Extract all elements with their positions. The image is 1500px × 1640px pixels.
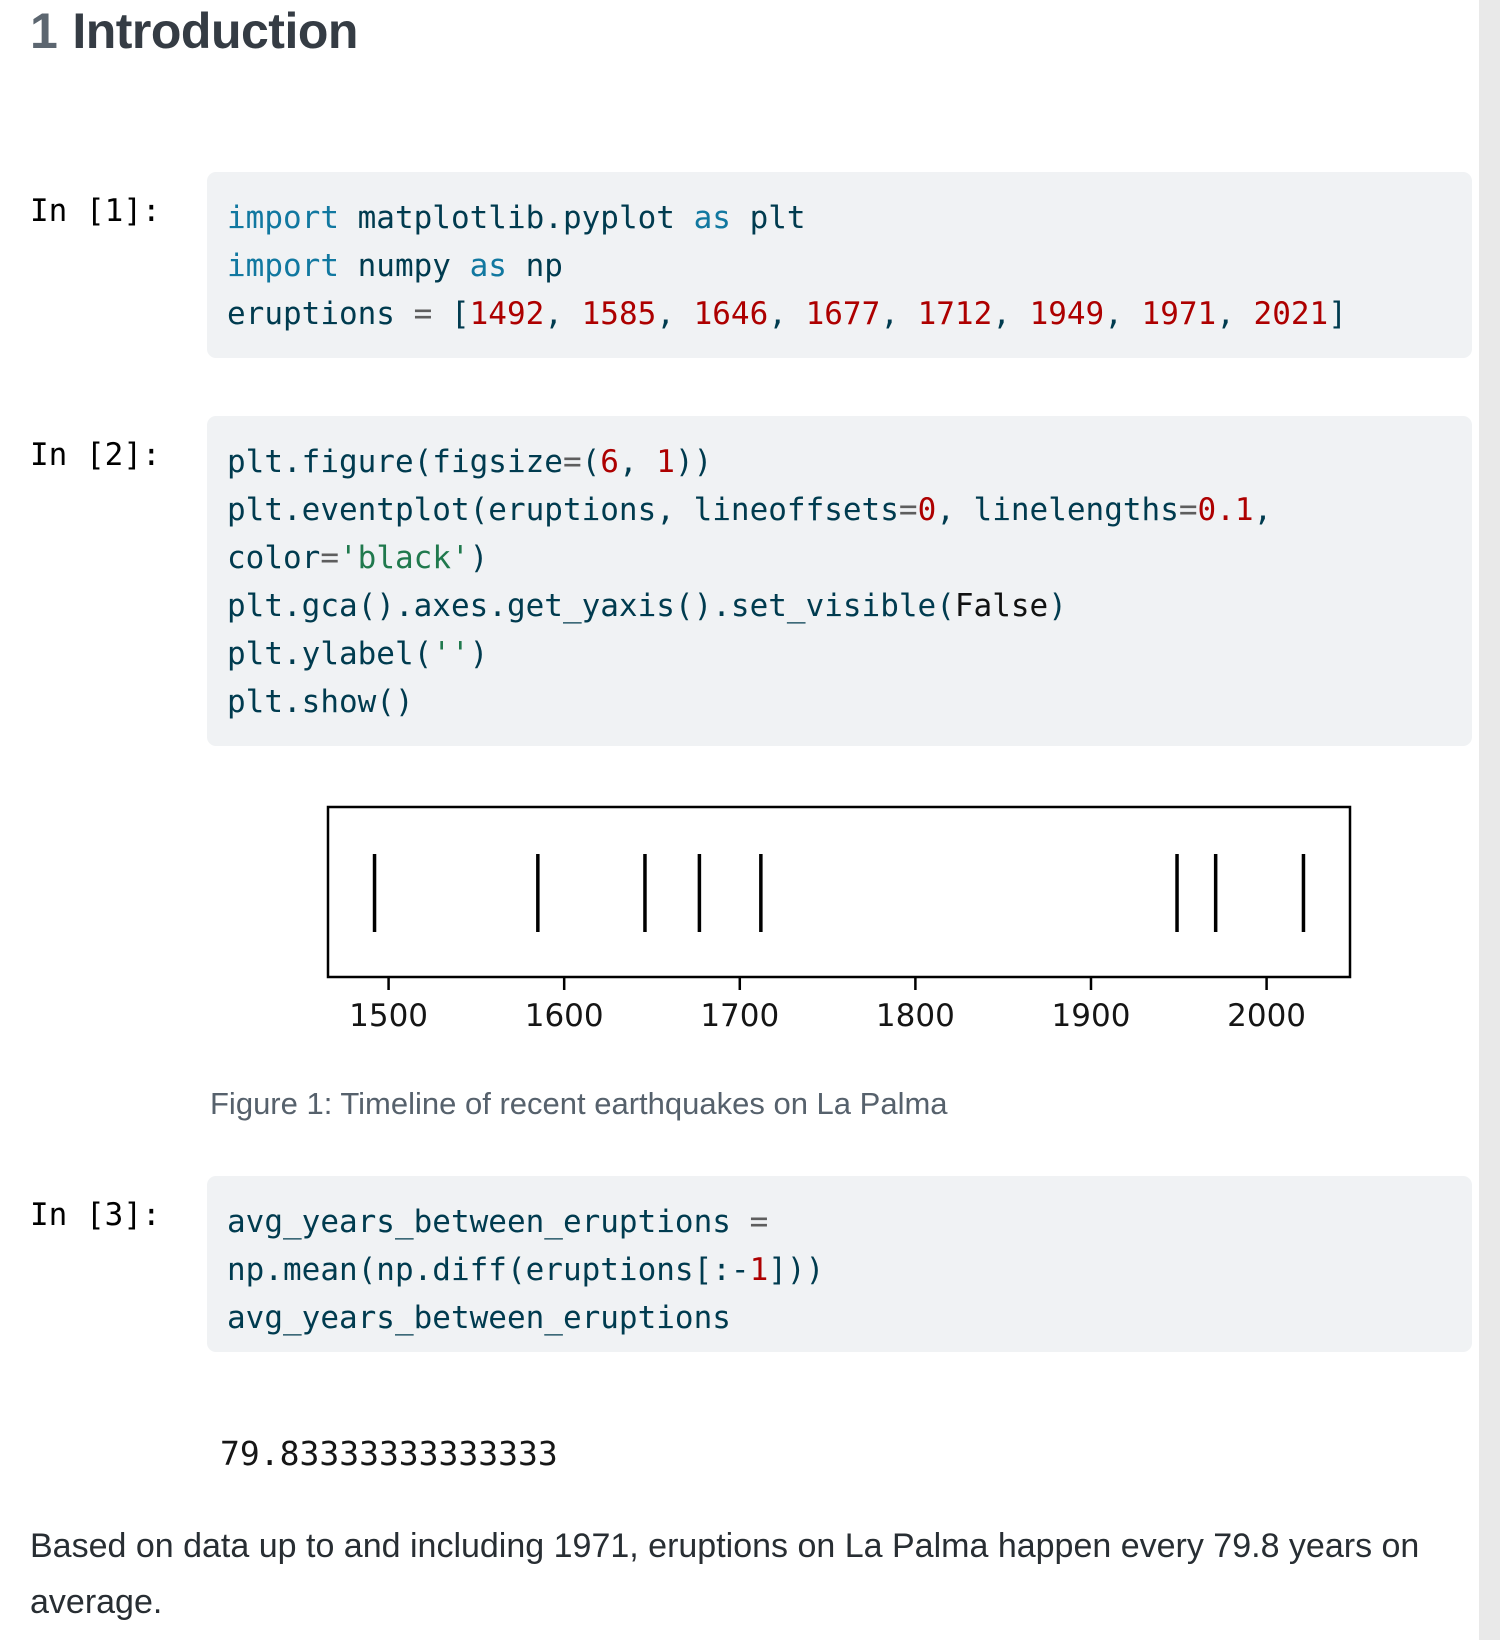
code-token-num: 2021 [1253, 296, 1329, 332]
code-token-id: ])) [768, 1252, 825, 1288]
code-token-num: 0 [917, 492, 937, 528]
code-token-op: = [749, 1204, 769, 1240]
code-token-num: 1646 [693, 296, 769, 332]
code-token-id: , [1216, 296, 1254, 332]
code-token-id: ) [469, 540, 489, 576]
cell-prompt-2: In [2]: [30, 437, 161, 473]
code-token-id: plt [730, 200, 806, 236]
code-token-id: , [992, 296, 1030, 332]
code-token-id: avg_years_between_eruptions [227, 1300, 731, 1336]
code-token-num: 1 [656, 444, 675, 480]
code-line: plt.gca().axes.get_yaxis().set_visible(F… [227, 582, 1452, 630]
code-token-num: 1712 [917, 296, 993, 332]
code-line: import matplotlib.pyplot as plt [227, 194, 1452, 242]
code-token-id: np.mean(np.diff(eruptions[:- [227, 1252, 750, 1288]
code-token-id: , [1253, 492, 1273, 528]
x-tick-label: 1500 [349, 998, 428, 1034]
body-paragraph: Based on data up to and including 1971, … [30, 1527, 1420, 1621]
figure-1: 1500 1600 1700 1800 1900 2000 [163, 770, 1485, 1040]
code-token-id: ( [581, 444, 601, 480]
code-token-num: 1677 [805, 296, 881, 332]
code-token-op: = [1178, 492, 1198, 528]
x-tick-label: 2000 [1227, 998, 1306, 1034]
code-token-id: plt.eventplot(eruptions, lineoffsets [227, 492, 899, 528]
x-tick-label: 1600 [525, 998, 604, 1034]
code-line: np.mean(np.diff(eruptions[:-1])) [227, 1246, 1452, 1294]
code-token-num: 1585 [581, 296, 657, 332]
code-cell-1-content: import matplotlib.pyplot as plt import nu… [207, 172, 1472, 360]
code-token-id: , [768, 296, 806, 332]
x-tick-label: 1700 [700, 998, 779, 1034]
code-cell-3[interactable]: avg_years_between_eruptions = np.mean(np.… [207, 1176, 1472, 1352]
code-token-kw: as [674, 200, 731, 236]
code-token-id: numpy [338, 248, 451, 284]
code-token-id: , [656, 296, 694, 332]
code-token-op: = [562, 444, 582, 480]
code-cell-2-content: plt.figure(figsize=(6, 1)) plt.eventplot(… [207, 416, 1472, 748]
code-token-id: plt.figure(figsize [227, 444, 563, 480]
code-line: import numpy as np [227, 242, 1452, 290]
code-line: avg_years_between_eruptions [227, 1294, 1452, 1342]
code-token-op: = [320, 540, 339, 576]
cell-prompt-1: In [1]: [30, 193, 161, 229]
code-token-id: ) [1048, 588, 1067, 624]
section-heading: 1 Introduction [30, 2, 358, 60]
code-line: plt.ylabel('') [227, 630, 1452, 678]
cell-output-value: 79.83333333333333 [220, 1434, 558, 1473]
section-number: 1 [30, 3, 58, 59]
code-token-id: , [544, 296, 582, 332]
code-token-id: matplotlib.pyplot [338, 200, 675, 236]
code-token-op: = [898, 492, 918, 528]
code-token-id: [ [432, 296, 470, 332]
x-tick-label: 1900 [1052, 998, 1131, 1034]
code-token-str: 'black' [339, 540, 470, 576]
code-token-id: , [880, 296, 918, 332]
code-token-id: np [506, 248, 563, 284]
code-token-kw: as [450, 248, 507, 284]
code-line: avg_years_between_eruptions = [227, 1198, 1452, 1246]
code-token-id: plt.gca().axes.get_yaxis().set_visible( [227, 588, 955, 624]
plot-frame [326, 805, 1352, 979]
code-cell-2[interactable]: plt.figure(figsize=(6, 1)) plt.eventplot(… [207, 416, 1472, 746]
code-token-num: 1949 [1029, 296, 1105, 332]
code-line: plt.show() [227, 678, 1452, 726]
code-token-num: 1 [749, 1252, 769, 1288]
figure-caption: Figure 1: Timeline of recent earthquakes… [210, 1086, 948, 1121]
code-token-id: eruptions [227, 296, 414, 332]
code-token-op: = [413, 296, 433, 332]
code-token-id: , [1104, 296, 1142, 332]
code-token-num: 0.1 [1197, 492, 1254, 528]
cell-prompt-3: In [3]: [30, 1197, 161, 1233]
code-token-id: plt.show() [227, 684, 414, 720]
code-cell-3-content: avg_years_between_eruptions = np.mean(np.… [207, 1176, 1472, 1364]
code-token-id: color [227, 540, 321, 576]
code-token-id: )) [674, 444, 713, 480]
code-token-id: , linelengths [936, 492, 1179, 528]
code-token-num: 1492 [469, 296, 545, 332]
code-line: plt.figure(figsize=(6, 1)) [227, 438, 1452, 486]
code-token-id: ) [469, 636, 489, 672]
code-token-const: False [954, 588, 1049, 624]
x-tick-label: 1800 [876, 998, 955, 1034]
code-line: plt.eventplot(eruptions, lineoffsets=0, … [227, 486, 1452, 534]
code-token-str: '' [432, 636, 470, 672]
code-token-num: 1971 [1141, 296, 1217, 332]
code-token-id: ] [1328, 296, 1347, 332]
code-line: eruptions = [1492, 1585, 1646, 1677, 171… [227, 290, 1452, 338]
code-token-num: 6 [600, 444, 619, 480]
code-token-id: avg_years_between_eruptions [227, 1204, 750, 1240]
eruptions-timeline-chart: 1500 1600 1700 1800 1900 2000 [326, 805, 1352, 1034]
code-token-id: plt.ylabel( [227, 636, 433, 672]
code-line: color='black') [227, 534, 1452, 582]
section-title: Introduction [72, 3, 358, 59]
code-token-id: , [618, 444, 657, 480]
code-token-kw: import [227, 200, 339, 236]
code-cell-1[interactable]: import matplotlib.pyplot as plt import nu… [207, 172, 1472, 358]
code-token-kw: import [227, 248, 339, 284]
scrollbar-track[interactable] [1479, 0, 1500, 1640]
